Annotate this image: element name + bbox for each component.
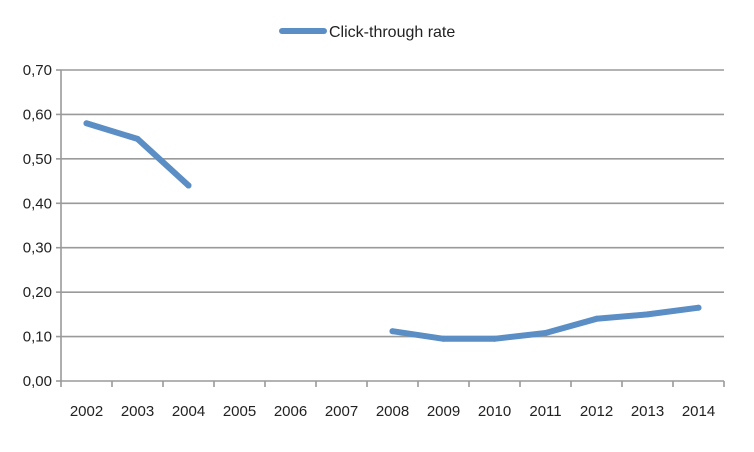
y-tick-label: 0,00 [23,373,52,390]
y-tick-label: 0,10 [23,329,52,346]
y-tick-label: 0,40 [23,195,52,212]
x-tick-label: 2009 [427,403,460,420]
data-point [134,135,141,142]
data-point [185,182,192,189]
x-tick-label: 2010 [478,403,511,420]
data-point [491,335,498,342]
data-point [695,304,702,311]
x-tick-label: 2008 [376,403,409,420]
x-tick-label: 2007 [325,403,358,420]
data-point [593,315,600,322]
x-tick-label: 2006 [274,403,307,420]
series-line-segment [83,120,192,189]
data-point [83,120,90,127]
x-tick-label: 2011 [529,403,561,420]
series-group [83,120,702,342]
y-tick-label: 0,50 [23,151,52,168]
x-tick-label: 2004 [172,403,205,420]
y-tick-label: 0,30 [23,240,52,257]
x-tick-label: 2003 [121,403,154,420]
x-tick-label: 2013 [631,403,664,420]
legend-label-click-through-rate: Click-through rate [329,24,455,41]
gridlines [61,69,724,382]
data-point [440,335,447,342]
x-tick-label: 2002 [70,403,103,420]
data-point [644,311,651,318]
y-tick-label: 0,70 [23,62,52,79]
x-axis: 2002 2003 2004 2005 2006 2007 2008 2009 2010 2011… [60,381,725,420]
legend: Click-through rate [279,24,455,41]
x-tick-label: 2014 [682,403,715,420]
data-point [542,330,549,337]
y-axis: 0,00 0,10 0,20 0,30 0,40 0,50 0,60 0,70 [23,62,62,390]
y-tick-label: 0,20 [23,284,52,301]
x-tick-label: 2005 [223,403,256,420]
y-tick-label: 0,60 [23,106,52,123]
data-point [389,328,396,335]
x-tick-label: 2012 [580,403,613,420]
